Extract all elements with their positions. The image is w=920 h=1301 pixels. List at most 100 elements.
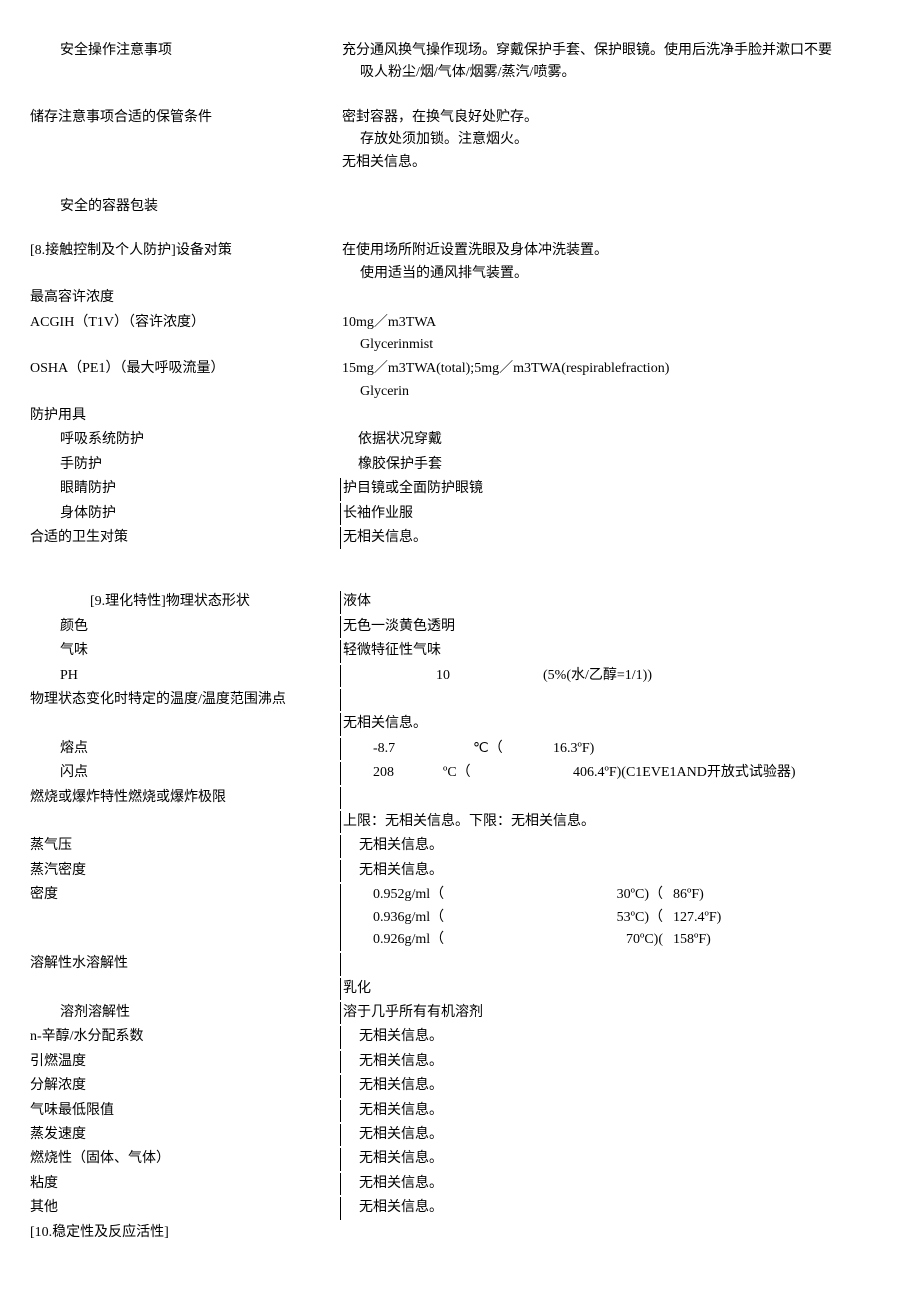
body-value: 长袖作业服	[340, 503, 890, 525]
safe-container-row: 安全的容器包装	[30, 196, 890, 218]
density-f1: 127.4ºF)	[673, 907, 793, 929]
storage-row: 储存注意事项合适的保管条件 密封容器，在换气良好处贮存。 存放处须加锁。注意烟火…	[30, 107, 890, 174]
section8-label: [8.接触控制及个人防护]设备对策	[30, 240, 340, 285]
odor-min-label: 气味最低限值	[30, 1100, 340, 1122]
density-t2: 70ºC)(	[543, 929, 673, 951]
acgih-row: ACGIH（T1V）（容许浓度） 10mg／m3TWA Glycerinmist	[30, 312, 890, 357]
eye-label: 眼睛防护	[30, 478, 340, 500]
melting-col1: -8.7	[343, 738, 473, 760]
storage-value: 密封容器，在换气良好处贮存。 存放处须加锁。注意烟火。 无相关信息。	[340, 107, 890, 174]
flammability-label: 燃烧性（固体、气体）	[30, 1148, 340, 1170]
decomp-label: 分解浓度	[30, 1075, 340, 1097]
safety-ops-line2: 吸人粉尘/烟/气体/烟雾/蒸汽/喷雾。	[342, 62, 890, 84]
decomp-value: 无相关信息。	[340, 1075, 890, 1097]
max-concentration-label: 最高容许浓度	[30, 287, 340, 309]
octanol-label: n-辛醇/水分配系数	[30, 1026, 340, 1048]
odor-row: 气味 轻微特征性气味	[30, 640, 890, 662]
osha-value: 15mg／m3TWA(total);5mg／m3TWA(respirablefr…	[340, 358, 890, 403]
section10-row: [10.稳定性及反应活性]	[30, 1222, 890, 1244]
ph-note: (5%(水/乙醇=1/1))	[543, 665, 890, 687]
melting-label: 熔点	[30, 738, 340, 760]
evap-value: 无相关信息。	[340, 1124, 890, 1146]
color-row: 颜色 无色一淡黄色透明	[30, 616, 890, 638]
hand-label: 手防护	[30, 454, 340, 476]
hygiene-label: 合适的卫生对策	[30, 527, 340, 549]
other-value: 无相关信息。	[340, 1197, 890, 1219]
acgih-value: 10mg／m3TWA Glycerinmist	[340, 312, 890, 357]
water-sol-label: 溶解性水溶解性	[30, 953, 340, 975]
flash-row: 闪点 208 ºC（ 406.4ºF)(C1EVE1AND开放式试验器)	[30, 762, 890, 784]
ph-label: PH	[30, 665, 340, 687]
vapor-pressure-row: 蒸气压 无相关信息。	[30, 835, 890, 857]
vapor-density-row: 蒸汽密度 无相关信息。	[30, 860, 890, 882]
acgih-line1: 10mg／m3TWA	[342, 312, 890, 334]
other-row: 其他 无相关信息。	[30, 1197, 890, 1219]
color-label: 颜色	[30, 616, 340, 638]
boiling-row: 物理状态变化时特定的温度/温度范围沸点	[30, 689, 890, 711]
eye-row: 眼睛防护 护目镜或全面防护眼镜	[30, 478, 890, 500]
density-v2: 0.926g/ml（	[343, 929, 543, 951]
ph-value: 10	[343, 665, 543, 687]
evap-row: 蒸发速度 无相关信息。	[30, 1124, 890, 1146]
solvent-sol-label: 溶剂溶解性	[30, 1002, 340, 1024]
octanol-value: 无相关信息。	[340, 1026, 890, 1048]
osha-line2: Glycerin	[342, 381, 890, 403]
density-t1: 53ºC)（	[543, 907, 673, 929]
melting-row: 熔点 -8.7 ℃（ 16.3ºF)	[30, 738, 890, 760]
flash-col3: 406.4ºF)(C1EVE1AND开放式试验器)	[523, 762, 890, 784]
odor-min-value: 无相关信息。	[340, 1100, 890, 1122]
acgih-line2: Glycerinmist	[342, 334, 890, 356]
safe-container-label: 安全的容器包装	[30, 196, 340, 218]
water-sol-value: 乳化	[340, 978, 890, 1000]
solvent-sol-row: 溶剂溶解性 溶于几乎所有有机溶剂	[30, 1002, 890, 1024]
section9-label: [9.理化特性]物理状态形状	[30, 591, 340, 613]
body-row: 身体防护 长袖作业服	[30, 503, 890, 525]
max-concentration-row: 最高容许浓度	[30, 287, 890, 309]
respiratory-value: 依据状况穿戴	[340, 429, 890, 451]
vapor-density-label: 蒸汽密度	[30, 860, 340, 882]
vapor-pressure-label: 蒸气压	[30, 835, 340, 857]
section10-label: [10.稳定性及反应活性]	[30, 1222, 340, 1244]
ignition-label: 引燃温度	[30, 1051, 340, 1073]
flash-col2: ºC（	[443, 762, 523, 784]
water-sol-row: 溶解性水溶解性	[30, 953, 890, 975]
storage-line2: 存放处须加锁。注意烟火。	[342, 129, 890, 151]
octanol-row: n-辛醇/水分配系数 无相关信息。	[30, 1026, 890, 1048]
flammability-value: 无相关信息。	[340, 1148, 890, 1170]
viscosity-row: 粘度 无相关信息。	[30, 1173, 890, 1195]
melting-col2: ℃（	[473, 738, 553, 760]
boiling-value: 无相关信息。	[340, 713, 890, 735]
density-f2: 158ºF)	[673, 929, 793, 951]
density-f0: 86ºF)	[673, 884, 793, 906]
odor-label: 气味	[30, 640, 340, 662]
safety-ops-line1: 充分通风换气操作现场。穿戴保护手套、保护眼镜。使用后洗净手脸并漱口不要	[342, 40, 890, 62]
density-v1: 0.936g/ml（	[343, 907, 543, 929]
vapor-density-value: 无相关信息。	[340, 860, 890, 882]
odor-value: 轻微特征性气味	[340, 640, 890, 662]
eye-value: 护目镜或全面防护眼镜	[340, 478, 890, 500]
flammability-row: 燃烧性（固体、气体） 无相关信息。	[30, 1148, 890, 1170]
viscosity-label: 粘度	[30, 1173, 340, 1195]
protective-row: 防护用具	[30, 405, 890, 427]
water-sol-value-row: 乳化	[30, 978, 890, 1000]
other-label: 其他	[30, 1197, 340, 1219]
section8-value: 在使用场所附近设置洗眼及身体冲洗装置。 使用适当的通风排气装置。	[340, 240, 890, 285]
section8-line2: 使用适当的通风排气装置。	[342, 263, 890, 285]
hygiene-row: 合适的卫生对策 无相关信息。	[30, 527, 890, 549]
osha-row: OSHA（PE1）（最大呼吸流量） 15mg／m3TWA(total);5mg／…	[30, 358, 890, 403]
section9-row: [9.理化特性]物理状态形状 液体	[30, 591, 890, 613]
hand-value: 橡胶保护手套	[340, 454, 890, 476]
combustion-label-row: 燃烧或爆炸特性燃烧或爆炸极限	[30, 787, 890, 809]
viscosity-value: 无相关信息。	[340, 1173, 890, 1195]
density-value: 0.952g/ml（ 30ºC)（ 86ºF) 0.936g/ml（ 53ºC)…	[340, 884, 890, 951]
hand-row: 手防护 橡胶保护手套	[30, 454, 890, 476]
safety-ops-value: 充分通风换气操作现场。穿戴保护手套、保护眼镜。使用后洗净手脸并漱口不要 吸人粉尘…	[340, 40, 890, 85]
density-t0: 30ºC)（	[543, 884, 673, 906]
storage-line1: 密封容器，在换气良好处贮存。	[342, 107, 890, 129]
storage-line3: 无相关信息。	[342, 152, 890, 174]
acgih-label: ACGIH（T1V）（容许浓度）	[30, 312, 340, 357]
ignition-value: 无相关信息。	[340, 1051, 890, 1073]
ph-row: PH 10 (5%(水/乙醇=1/1))	[30, 665, 890, 687]
vapor-pressure-value: 无相关信息。	[340, 835, 890, 857]
section9-value: 液体	[340, 591, 890, 613]
